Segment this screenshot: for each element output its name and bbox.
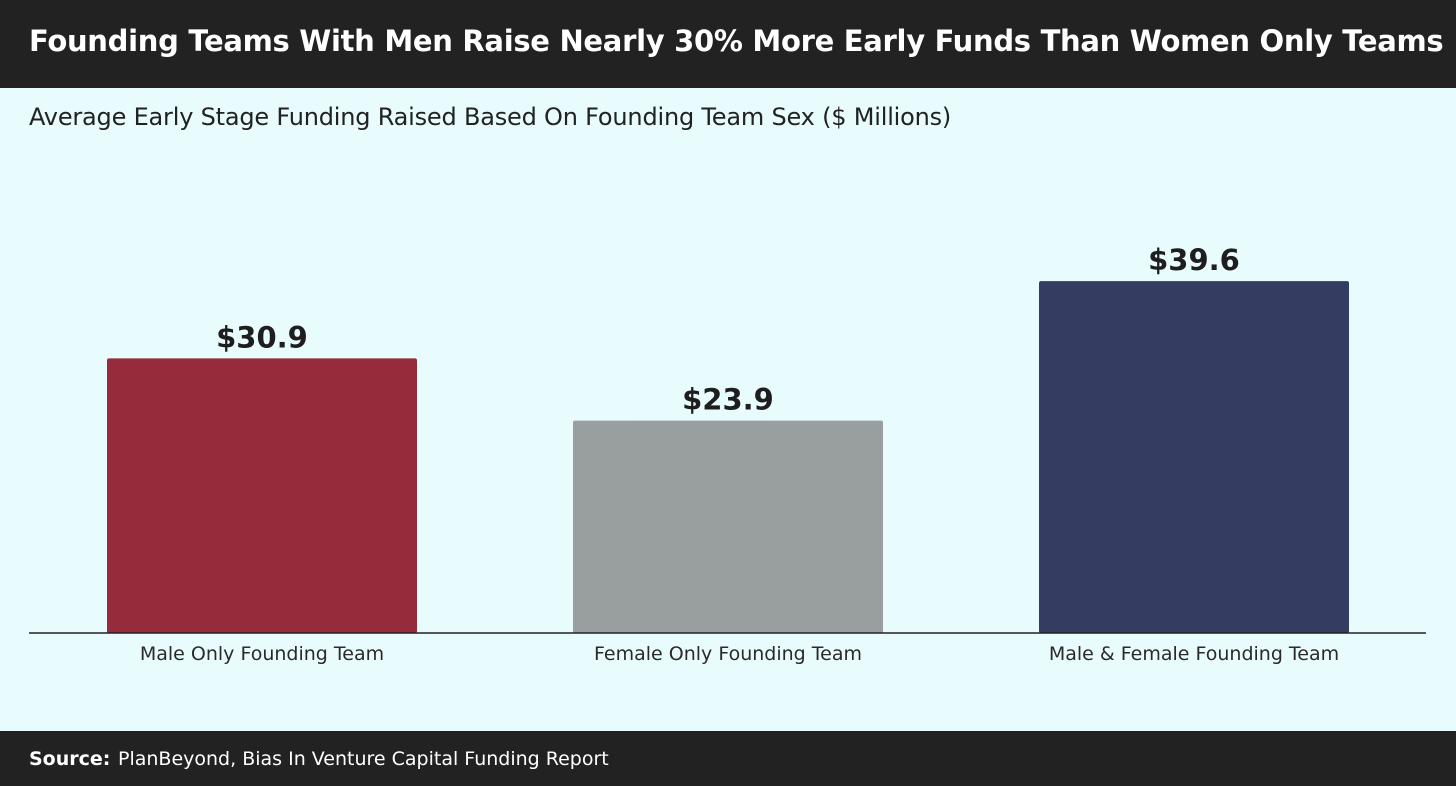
source-label: Source: [29,748,111,770]
bar-2 [573,420,883,633]
category-label: Female Only Founding Team [594,643,862,665]
category-label: Male Only Founding Team [140,643,384,665]
bar-value-label: $23.9 [682,383,774,417]
bar-1 [107,358,417,633]
source-footer: Source: PlanBeyond, Bias In Venture Capi… [0,731,1456,786]
bar-value-label: $39.6 [1148,243,1240,277]
category-label: Male & Female Founding Team [1049,643,1339,665]
header-bar: Founding Teams With Men Raise Nearly 30%… [0,0,1456,88]
bars-group: $30.9 Male Only Founding Team $23.9 Female … [107,243,1349,665]
page-title: Founding Teams With Men Raise Nearly 30%… [29,24,1444,58]
bar-value-label: $30.9 [216,320,308,354]
bar-3 [1039,281,1349,633]
source-text: PlanBeyond, Bias In Venture Capital Fund… [118,748,609,770]
chart-subtitle: Average Early Stage Funding Raised Based… [29,103,952,131]
